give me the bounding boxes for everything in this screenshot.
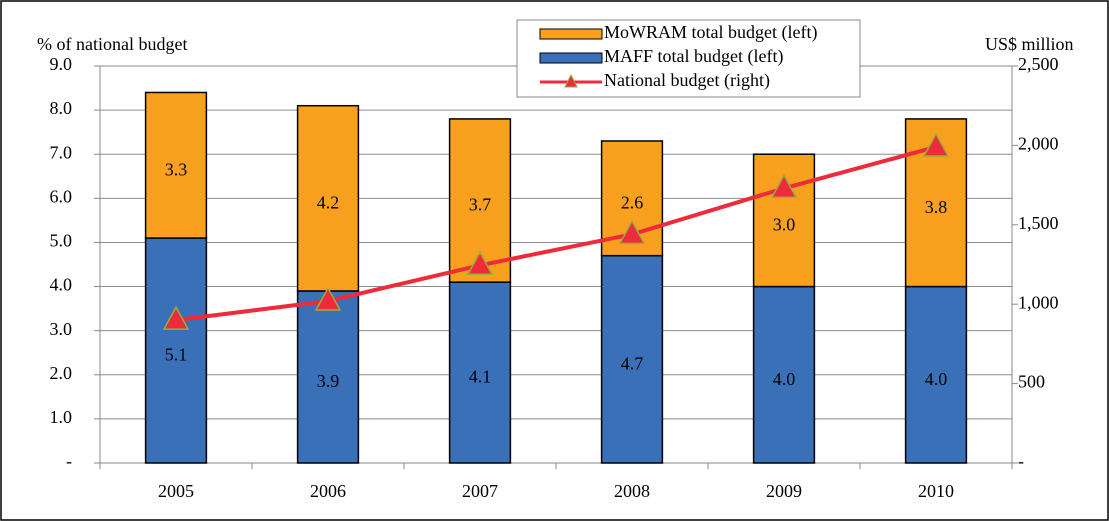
x-tick-label: 2010 bbox=[918, 481, 954, 501]
data-label: 4.7 bbox=[621, 353, 644, 373]
y-tick-label: 8.0 bbox=[50, 98, 73, 118]
y-axis-label: % of national budget bbox=[37, 34, 187, 54]
y-tick-label: 1.0 bbox=[50, 407, 73, 427]
data-label: 3.7 bbox=[469, 195, 492, 215]
y2-tick-label: - bbox=[1018, 451, 1024, 471]
bar-segment bbox=[296, 290, 360, 464]
line-marker bbox=[922, 132, 950, 157]
y-tick-label: 2.0 bbox=[50, 363, 73, 383]
data-label: 3.9 bbox=[317, 371, 340, 391]
data-label: 5.1 bbox=[165, 345, 188, 365]
legend-swatch bbox=[539, 28, 603, 40]
line-marker bbox=[618, 219, 646, 245]
x-tick-label: 2008 bbox=[614, 481, 650, 501]
data-label: 3.3 bbox=[165, 159, 188, 179]
data-label: 4.0 bbox=[773, 369, 796, 389]
line-marker bbox=[466, 250, 494, 276]
legend-label: National budget (right) bbox=[604, 70, 770, 91]
bar-segment bbox=[448, 281, 512, 464]
data-label: 4.2 bbox=[317, 192, 340, 212]
bar-segment bbox=[144, 91, 208, 239]
x-tick-label: 2009 bbox=[766, 481, 802, 501]
y-tick-label: 5.0 bbox=[50, 231, 73, 251]
data-label: 4.0 bbox=[925, 369, 948, 389]
bar-segment bbox=[144, 237, 208, 464]
y-tick-label: 6.0 bbox=[50, 186, 73, 206]
legend: MoWRAM total budget (left) MAFF total bud… bbox=[516, 19, 861, 98]
data-label: 3.8 bbox=[925, 197, 948, 217]
y-tick-label: 4.0 bbox=[50, 275, 73, 295]
y-tick-label: 9.0 bbox=[50, 54, 73, 74]
y-tick-label: - bbox=[66, 451, 72, 471]
legend-swatch bbox=[539, 52, 603, 64]
y2-tick-label: 1,500 bbox=[1018, 213, 1059, 233]
x-tick-label: 2005 bbox=[158, 481, 194, 501]
y2-tick-label: 500 bbox=[1018, 372, 1045, 392]
line-marker bbox=[314, 286, 342, 311]
bar-segment bbox=[296, 104, 360, 292]
x-tick-label: 2006 bbox=[310, 481, 346, 501]
data-label: 4.1 bbox=[469, 367, 492, 387]
x-tick-label: 2007 bbox=[462, 481, 498, 501]
y2-tick-label: 1,000 bbox=[1018, 292, 1059, 312]
y-tick-label: 7.0 bbox=[50, 142, 73, 162]
line-marker bbox=[162, 305, 190, 330]
legend-marker bbox=[564, 73, 578, 88]
legend-label: MoWRAM total budget (left) bbox=[604, 22, 817, 43]
data-label: 3.0 bbox=[773, 215, 796, 235]
line-marker bbox=[770, 173, 798, 199]
bar-segment bbox=[600, 254, 664, 464]
y-tick-label: 3.0 bbox=[50, 319, 73, 339]
line-series bbox=[175, 145, 937, 323]
y2-axis-label: US$ million bbox=[985, 34, 1074, 54]
y2-tick-label: 2,500 bbox=[1018, 54, 1059, 74]
data-label: 2.6 bbox=[621, 192, 644, 212]
bar-segment bbox=[904, 285, 968, 464]
y2-tick-label: 2,000 bbox=[1018, 134, 1059, 154]
legend-label: MAFF total budget (left) bbox=[604, 46, 783, 67]
bar-segment bbox=[752, 285, 816, 464]
